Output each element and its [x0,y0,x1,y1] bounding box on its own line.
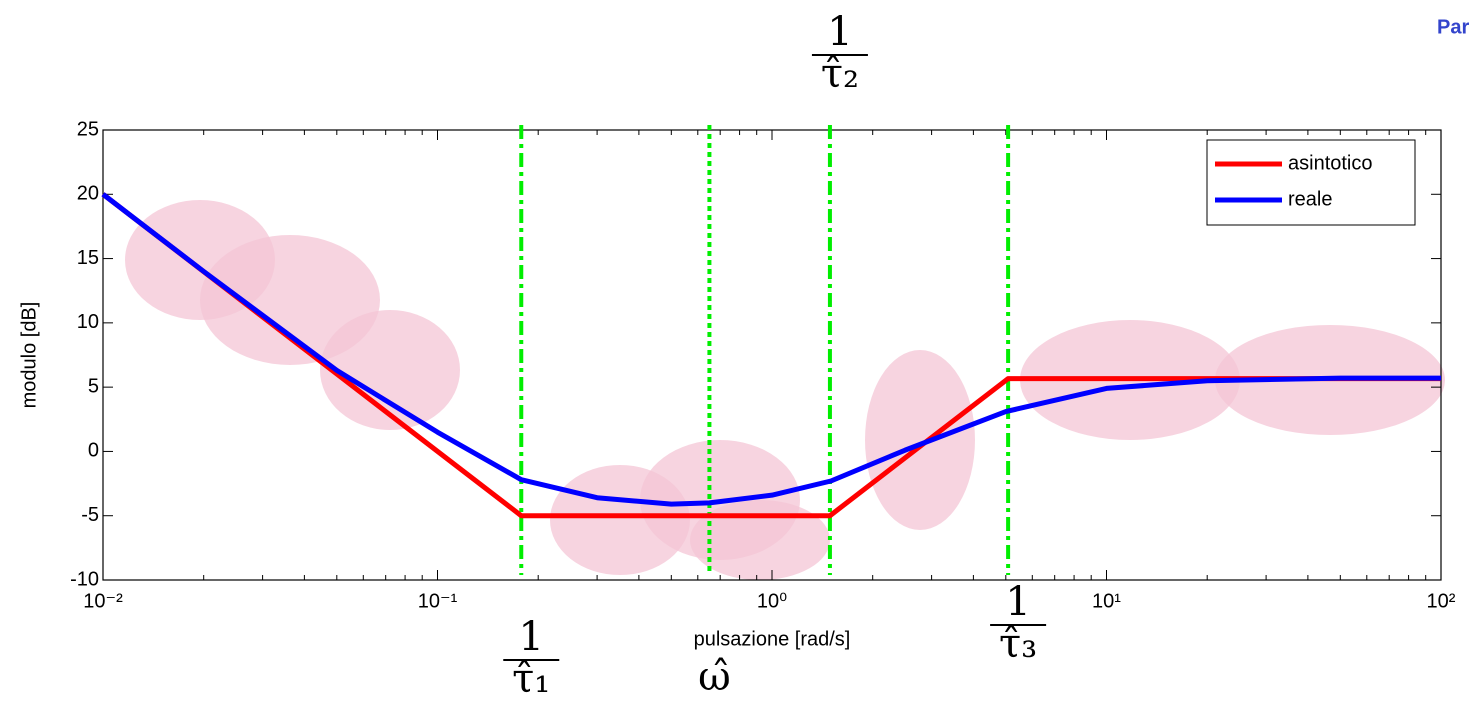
y-tick-label: 0 [88,440,99,462]
y-tick-label: -5 [81,504,99,526]
y-tick-label: 15 [77,247,99,269]
legend-label: reale [1288,188,1332,210]
x-tick-label: 10⁻² [83,590,123,612]
marker-symbol: ω̂ [698,654,731,700]
y-tick-label: 20 [77,183,99,205]
marker-denominator: τ̂₃ [999,621,1037,667]
y-axis-label: modulo [dB] [18,302,40,409]
marker-numerator: 1 [827,9,852,55]
series-line [101,192,1441,519]
x-tick-label: 10² [1427,590,1456,612]
x-axis-label: pulsazione [rad/s] [694,628,851,650]
x-tick-label: 10⁻¹ [418,590,458,612]
x-tick-label: 10¹ [1092,590,1121,612]
marker-denominator: τ̂₂ [821,51,859,97]
y-tick-label: 10 [77,311,99,333]
redaction-blobs [125,200,1445,580]
marker-numerator: 1 [1005,579,1030,625]
y-tick-label: -10 [70,568,99,590]
legend-label: asintotico [1288,152,1373,174]
y-tick-label: 25 [77,118,99,140]
marker-denominator: τ̂₁ [512,656,550,702]
x-tick-label: 10⁰ [757,590,787,612]
legend-box [1206,139,1416,226]
y-tick-label: 5 [88,375,99,397]
corner-text: Par [1437,16,1469,38]
marker-numerator: 1 [519,614,544,660]
series-line [101,192,1441,507]
legend: asintotico reale [1206,139,1416,226]
